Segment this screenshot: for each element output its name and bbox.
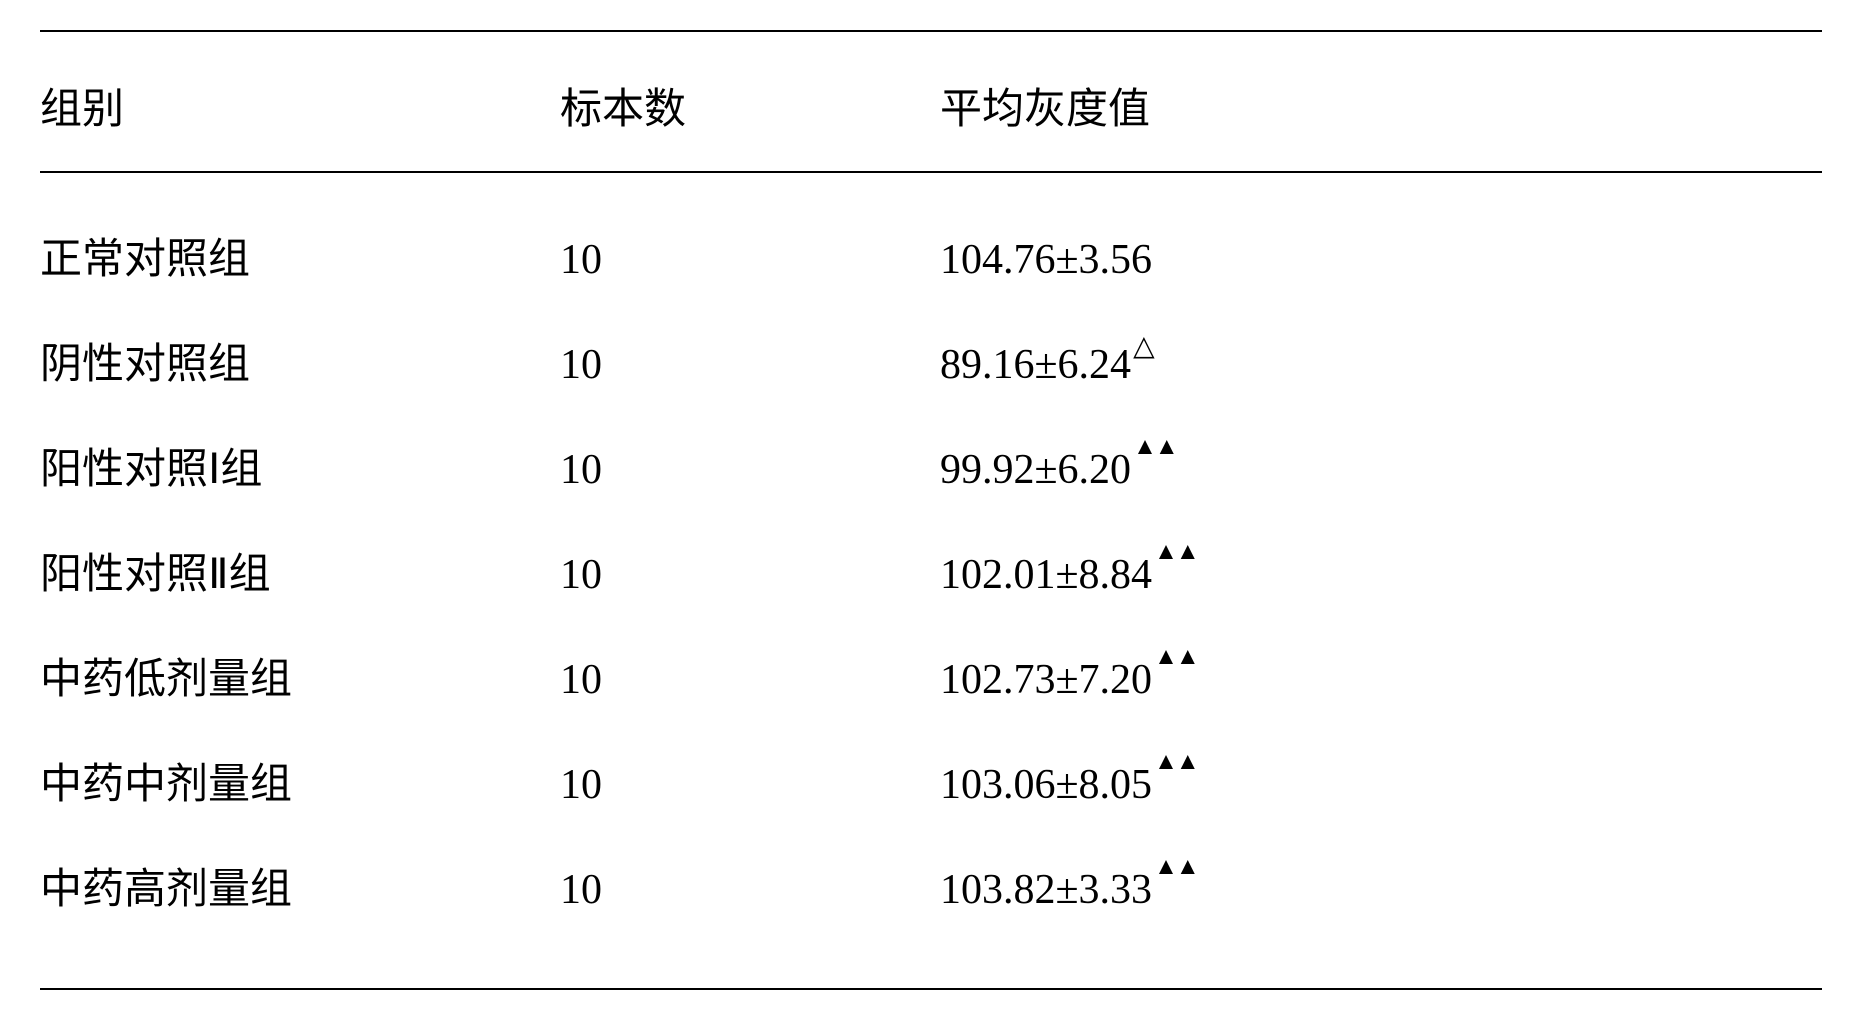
cell-mean-gray: 104.76±3.56 <box>940 236 1822 284</box>
table-row: 阳性对照Ⅰ组 10 99.92±6.20 ▲▲ <box>40 413 1822 518</box>
cell-sample-count: 10 <box>560 341 940 389</box>
cell-mean-gray: 103.06±8.05 ▲▲ <box>940 761 1822 809</box>
mean-gray-value: 99.92±6.20 <box>940 447 1131 493</box>
cell-sample-count: 10 <box>560 446 940 494</box>
cell-mean-gray: 102.73±7.20 ▲▲ <box>940 656 1822 704</box>
table-row: 正常对照组 10 104.76±3.56 <box>40 203 1822 308</box>
cell-group: 阳性对照Ⅰ组 <box>40 435 560 496</box>
mean-gray-value: 104.76±3.56 <box>940 237 1152 283</box>
significance-marker-filled: ▲▲ <box>1154 539 1198 566</box>
cell-mean-gray: 102.01±8.84 ▲▲ <box>940 551 1822 599</box>
significance-marker-outline: △ <box>1133 329 1155 363</box>
mean-gray-value: 102.01±8.84 <box>940 552 1152 598</box>
significance-marker-filled: ▲▲ <box>1133 434 1177 461</box>
header-group: 组别 <box>40 75 560 136</box>
significance-marker-filled: ▲▲ <box>1154 644 1198 671</box>
cell-sample-count: 10 <box>560 866 940 914</box>
cell-group: 阴性对照组 <box>40 330 560 391</box>
cell-sample-count: 10 <box>560 761 940 809</box>
mean-gray-value: 102.73±7.20 <box>940 657 1152 703</box>
cell-mean-gray: 103.82±3.33 ▲▲ <box>940 866 1822 914</box>
cell-group: 中药高剂量组 <box>40 855 560 916</box>
cell-sample-count: 10 <box>560 236 940 284</box>
header-mean-gray: 平均灰度值 <box>940 75 1822 136</box>
cell-group: 正常对照组 <box>40 225 560 286</box>
cell-sample-count: 10 <box>560 551 940 599</box>
cell-group: 中药低剂量组 <box>40 645 560 706</box>
table-row: 中药低剂量组 10 102.73±7.20 ▲▲ <box>40 623 1822 728</box>
mean-gray-value: 103.82±3.33 <box>940 867 1152 913</box>
significance-marker-filled: ▲▲ <box>1154 749 1198 776</box>
table-header-row: 组别 标本数 平均灰度值 <box>40 40 1822 173</box>
cell-group: 中药中剂量组 <box>40 750 560 811</box>
table-row: 中药中剂量组 10 103.06±8.05 ▲▲ <box>40 728 1822 833</box>
table-row: 阳性对照Ⅱ组 10 102.01±8.84 ▲▲ <box>40 518 1822 623</box>
table-row: 中药高剂量组 10 103.82±3.33 ▲▲ <box>40 833 1822 938</box>
cell-group: 阳性对照Ⅱ组 <box>40 540 560 601</box>
table-top-border <box>40 30 1822 32</box>
mean-gray-value: 89.16±6.24 <box>940 342 1131 388</box>
table-row: 阴性对照组 10 89.16±6.24 △ <box>40 308 1822 413</box>
data-table: 组别 标本数 平均灰度值 正常对照组 10 104.76±3.56 阴性对照组 … <box>40 30 1822 990</box>
table-body: 正常对照组 10 104.76±3.56 阴性对照组 10 89.16±6.24… <box>40 173 1822 990</box>
mean-gray-value: 103.06±8.05 <box>940 762 1152 808</box>
header-sample-count: 标本数 <box>560 75 940 136</box>
cell-sample-count: 10 <box>560 656 940 704</box>
significance-marker-filled: ▲▲ <box>1154 854 1198 881</box>
cell-mean-gray: 99.92±6.20 ▲▲ <box>940 446 1822 494</box>
cell-mean-gray: 89.16±6.24 △ <box>940 341 1822 389</box>
